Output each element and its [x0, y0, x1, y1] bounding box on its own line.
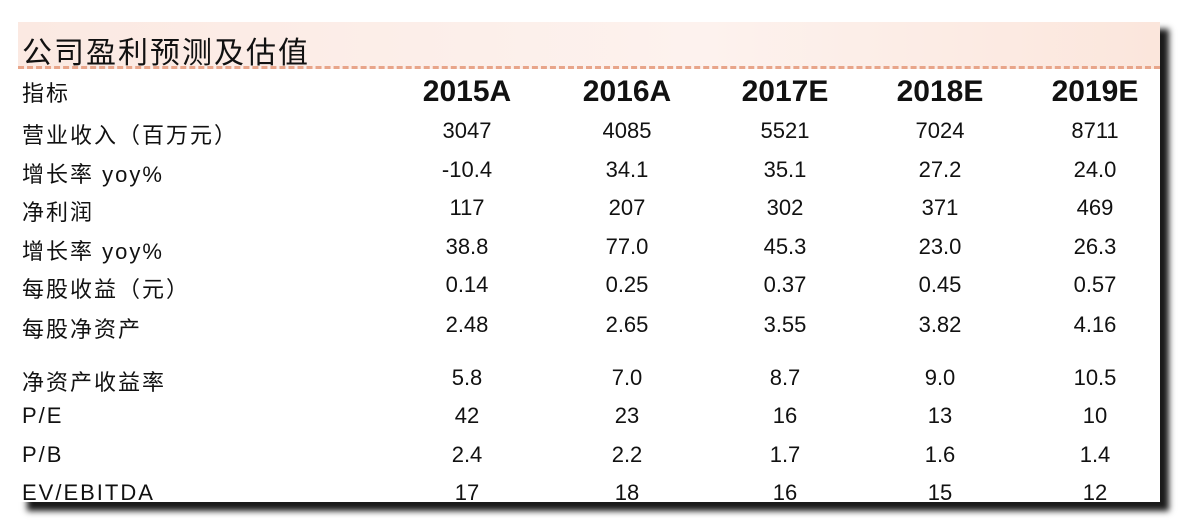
cell-value: 9.0 [924, 365, 956, 390]
column-header: 2018E [896, 75, 984, 108]
cell-value: 77.0 [605, 234, 649, 259]
cell-value: 3047 [442, 118, 492, 143]
title-bar: 公司盈利预测及估值 [18, 22, 1160, 71]
cell-value: 10.5 [1073, 365, 1117, 390]
cell-value: 4.16 [1073, 312, 1117, 337]
row-label: EV/EBITDA [22, 480, 155, 502]
column-header: 2016A [582, 75, 672, 108]
cell-value: 45.3 [763, 234, 807, 259]
row-label: P/B [22, 442, 64, 467]
cell-value: 1.7 [769, 442, 801, 467]
cell-value: 16 [772, 480, 798, 502]
cell-value: 4085 [602, 118, 652, 143]
row-label: 净利润 [22, 200, 95, 225]
cell-value: 2.48 [445, 312, 489, 337]
cell-value: 42 [454, 403, 480, 428]
row-label: P/E [22, 403, 64, 428]
cell-value: 34.1 [605, 157, 649, 182]
cell-value: 24.0 [1073, 157, 1117, 182]
cell-value: 8711 [1071, 118, 1119, 143]
cell-value: 117 [449, 195, 485, 220]
cell-value: 0.45 [918, 272, 962, 297]
cell-value: 2.65 [605, 312, 649, 337]
cell-value: 5521 [760, 118, 810, 143]
column-header: 2019E [1051, 75, 1139, 108]
table-panel: 公司盈利预测及估值 指标 2015A 2016A 2017E 2018E 2019E 营业收… [18, 20, 1160, 502]
cell-value: 8.7 [769, 365, 801, 390]
cell-value: 0.37 [763, 272, 807, 297]
cell-value: 12 [1082, 480, 1108, 502]
cell-value: 371 [921, 195, 959, 220]
cell-value: 26.3 [1073, 234, 1117, 259]
cell-value: 207 [608, 195, 646, 220]
cell-value: 3.82 [918, 312, 962, 337]
cell-value: 23 [614, 403, 640, 428]
cell-value: 0.57 [1073, 272, 1117, 297]
title: 公司盈利预测及估值 [22, 36, 310, 71]
cell-value: 5.8 [451, 365, 483, 390]
cell-value: 35.1 [763, 157, 807, 182]
cell-value: 2.2 [611, 442, 643, 467]
cell-value: 1.4 [1079, 442, 1111, 467]
cell-value: 1.6 [924, 442, 956, 467]
row-label: 增长率 yoy% [22, 239, 164, 264]
row-label: 每股净资产 [22, 317, 143, 342]
cell-value: 16 [772, 403, 798, 428]
cell-value: 0.14 [445, 272, 489, 297]
cell-value: 7024 [915, 118, 965, 143]
cell-value: 13 [927, 403, 953, 428]
cell-value: 15 [927, 480, 953, 502]
cell-value: 7.0 [611, 365, 643, 390]
column-header: 2015A [422, 75, 512, 108]
row-label: 净资产收益率 [22, 370, 167, 395]
cell-value: 2.4 [451, 442, 483, 467]
cell-value: 3.55 [763, 312, 807, 337]
cell-value: 469 [1076, 195, 1114, 220]
cell-value: 38.8 [445, 234, 489, 259]
row-label: 每股收益（元） [22, 277, 191, 302]
cell-value: 10 [1082, 403, 1108, 428]
column-header: 指标 [22, 81, 71, 106]
cell-value: 18 [614, 480, 640, 502]
cell-value: 27.2 [918, 157, 962, 182]
cell-value: 23.0 [918, 234, 962, 259]
row-label: 增长率 yoy% [22, 162, 164, 187]
cell-value: 17 [454, 480, 480, 502]
row-label: 营业收入（百万元） [22, 123, 239, 148]
cell-value: 0.25 [605, 272, 649, 297]
cell-value: 302 [766, 195, 804, 220]
column-header: 2017E [741, 75, 829, 108]
cell-value: -10.4 [441, 157, 493, 182]
